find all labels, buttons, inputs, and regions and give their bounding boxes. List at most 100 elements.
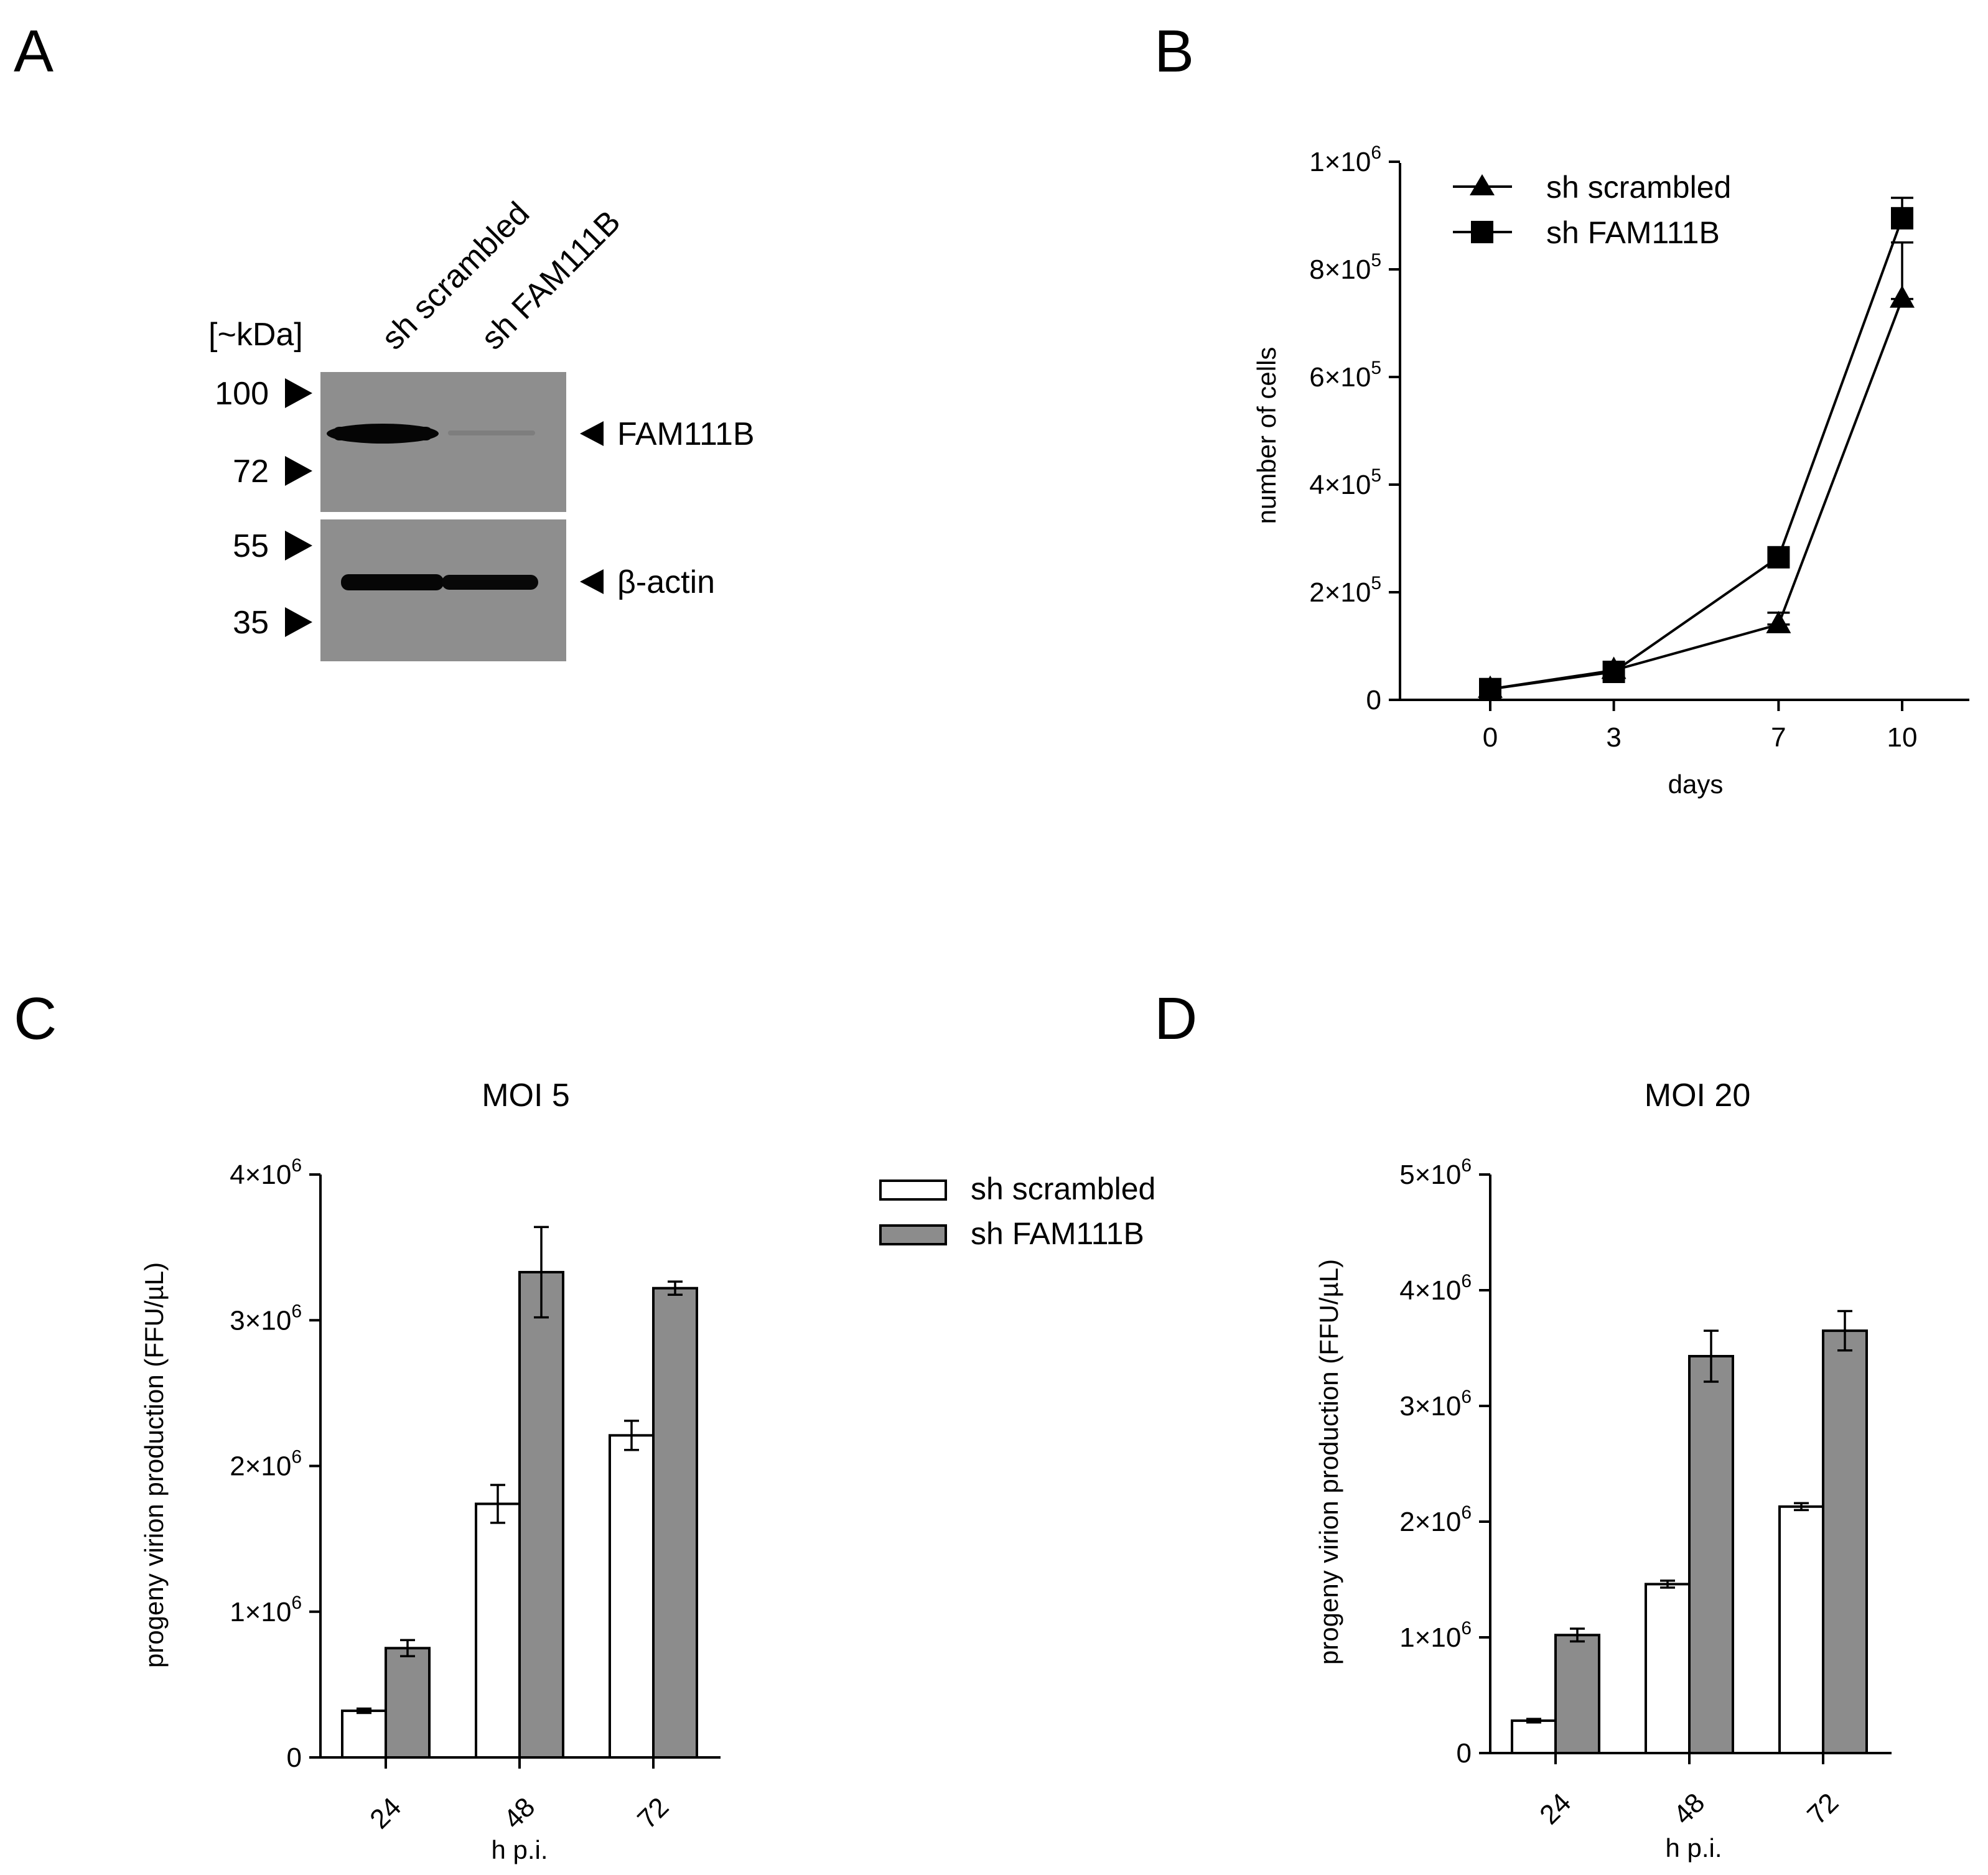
x-tick-label-c-24: 24 (364, 1792, 407, 1835)
y-axis-label-c: progeny virion production (FFU/µL) (139, 1262, 169, 1668)
y-tick-label-c-2: 2×106 (230, 1447, 302, 1482)
band-pointer-actin-icon (580, 569, 604, 594)
bar-c-scrambled-24 (341, 1710, 387, 1759)
x-axis-label-c: h p.i. (491, 1835, 548, 1864)
data-point-b-fam111b-0 (1479, 677, 1501, 700)
y-tick-label-d-4: 4×106 (1399, 1271, 1472, 1306)
band-fam111b-scrambled-core (333, 427, 432, 440)
bar-c-fam111b-24 (385, 1647, 431, 1759)
x-tick-label-d-24: 24 (1534, 1787, 1577, 1830)
x-tick-label-c-72: 72 (632, 1792, 674, 1835)
error-bar-c-scrambled-72 (624, 1420, 639, 1451)
legend-triangle-marker-icon (1470, 174, 1495, 195)
y-tick-label-d-1: 1×106 (1399, 1618, 1472, 1653)
band-pointer-fam111b-icon (580, 421, 604, 446)
legend-label-b-fam111b: sh FAM111B (1546, 215, 1720, 250)
legend-label-sh-fam111b: sh FAM111B (971, 1216, 1144, 1251)
y-tick-label-d-0: 0 (1457, 1738, 1472, 1769)
band-actin-fam111b (442, 575, 538, 590)
bar-d-fam111b-72 (1822, 1329, 1868, 1755)
error-bar-d-scrambled-72 (1794, 1502, 1809, 1512)
band-label-fam111b: FAM111B (617, 416, 755, 452)
x-tick-label-b-3: 10 (1887, 722, 1918, 753)
error-bar-c-fam111b-72 (668, 1280, 683, 1296)
marker-35: 35 (233, 605, 269, 641)
y-tick-label-c-4: 4×106 (230, 1155, 302, 1190)
y-tick-label-c-1: 1×106 (230, 1593, 302, 1627)
panel-letter-b: B (1154, 18, 1194, 85)
marker-55: 55 (233, 528, 269, 564)
y-axis-label-d: progeny virion production (FFU/µL) (1314, 1259, 1343, 1665)
growth-curve-chart: number of cells days 0 2×105 4×105 6×105 8×1… (1252, 142, 1969, 799)
y-tick-label-c-3: 3×106 (230, 1301, 302, 1336)
moi20-bar-chart: MOI 20 progeny virion production (FFU/µL… (1314, 1077, 1892, 1863)
panel-letter-a: A (14, 18, 54, 85)
x-tick-label-d-48: 48 (1668, 1787, 1710, 1830)
series-line-b-scrambled (1490, 298, 1903, 691)
error-bar-c-fam111b-48 (534, 1226, 549, 1319)
x-axis-label-b: days (1668, 770, 1724, 799)
bar-c-fam111b-72 (652, 1286, 698, 1759)
error-bar-d-scrambled-48 (1660, 1580, 1675, 1589)
chart-title-c: MOI 5 (482, 1077, 570, 1114)
y-tick-label-c-0: 0 (287, 1742, 302, 1773)
x-tick-label-c-48: 48 (498, 1792, 541, 1835)
data-point-b-fam111b-2 (1767, 546, 1790, 569)
panel-letter-c: C (14, 985, 57, 1052)
data-point-b-scrambled-3 (1890, 285, 1915, 308)
y-tick-label-d-2: 2×106 (1399, 1502, 1472, 1537)
kda-unit-label: [~kDa] (208, 317, 303, 353)
marker-arrow-72-icon (285, 456, 312, 486)
error-bar-d-fam111b-72 (1837, 1310, 1852, 1352)
moi5-bar-chart: MOI 5 progeny virion production (FFU/µL)… (139, 1077, 721, 1864)
y-tick-label-b-5: 1×106 (1309, 142, 1381, 177)
bar-d-fam111b-48 (1688, 1355, 1734, 1754)
data-point-b-scrambled-2 (1766, 610, 1791, 633)
error-bar-c-fam111b-24 (400, 1639, 415, 1657)
panel-letter-d: D (1154, 985, 1197, 1052)
chart-title-d: MOI 20 (1645, 1077, 1751, 1114)
error-bar-c-scrambled-48 (490, 1484, 505, 1524)
bar-d-scrambled-72 (1778, 1505, 1824, 1755)
legend-label-b-scrambled: sh scrambled (1546, 170, 1731, 205)
marker-arrow-55-icon (285, 531, 312, 561)
series-line-b-fam111b (1490, 218, 1903, 691)
legend-square-marker-icon (1471, 221, 1493, 243)
y-tick-label-d-5: 5×106 (1399, 1155, 1472, 1190)
data-point-b-fam111b-3 (1891, 207, 1913, 230)
error-bar-c-scrambled-24 (357, 1707, 371, 1714)
western-blot: [~kDa] sh scrambled sh FAM111B 100 72 55… (208, 195, 755, 661)
bar-d-fam111b-24 (1554, 1634, 1600, 1755)
y-tick-label-b-2: 4×105 (1309, 465, 1381, 500)
marker-arrow-35-icon (285, 607, 312, 637)
error-bar-d-scrambled-24 (1526, 1718, 1541, 1724)
marker-72: 72 (233, 454, 269, 490)
y-tick-label-b-1: 2×105 (1309, 573, 1381, 608)
band-actin-scrambled (341, 574, 444, 590)
x-tick-label-b-0: 0 (1483, 722, 1498, 753)
legend-swatch-sh-scrambled (879, 1179, 947, 1201)
bar-d-scrambled-24 (1511, 1719, 1557, 1754)
bar-legend: sh scrambled sh FAM111B (879, 1171, 1155, 1251)
legend-b: sh scrambled sh FAM111B (1453, 170, 1731, 250)
y-axis-label-b: number of cells (1252, 347, 1281, 524)
bar-c-scrambled-72 (609, 1434, 655, 1759)
y-tick-label-b-4: 8×105 (1309, 250, 1381, 285)
marker-100: 100 (215, 376, 269, 412)
y-tick-label-d-3: 3×106 (1399, 1387, 1472, 1421)
error-bar-d-fam111b-24 (1570, 1627, 1585, 1643)
marker-arrow-100-icon (285, 378, 312, 408)
bar-c-fam111b-48 (518, 1270, 564, 1759)
error-bar-d-fam111b-48 (1704, 1329, 1719, 1383)
band-label-beta-actin: β-actin (617, 564, 715, 600)
bar-d-scrambled-48 (1645, 1583, 1691, 1754)
data-point-b-fam111b-1 (1602, 661, 1625, 684)
bar-c-scrambled-48 (475, 1502, 521, 1759)
x-axis-label-d: h p.i. (1665, 1833, 1722, 1863)
x-tick-label-b-1: 3 (1606, 722, 1621, 753)
legend-label-sh-scrambled: sh scrambled (971, 1171, 1155, 1206)
legend-swatch-sh-fam111b (879, 1224, 947, 1245)
y-tick-label-b-3: 6×105 (1309, 358, 1381, 393)
x-tick-label-b-2: 7 (1771, 722, 1786, 753)
